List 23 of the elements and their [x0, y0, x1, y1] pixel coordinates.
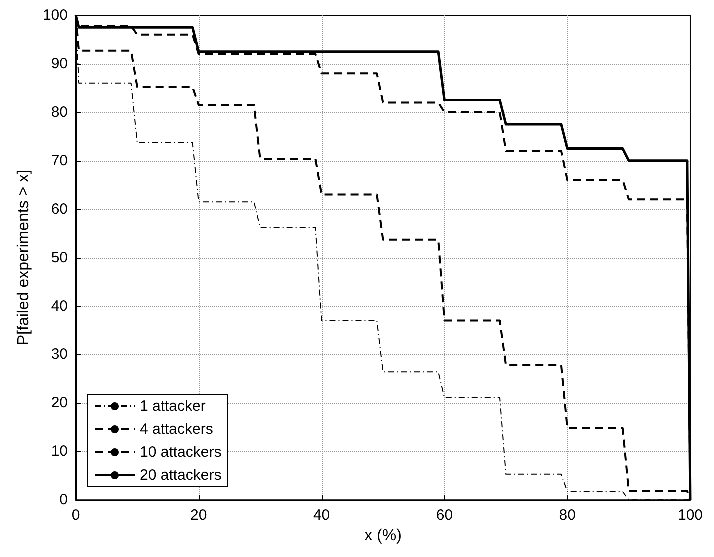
x-tick-label: 100 — [678, 507, 703, 524]
y-tick-label: 60 — [51, 200, 68, 218]
x-tick-label: 60 — [436, 507, 454, 524]
y-tick-label: 0 — [60, 492, 68, 509]
legend-label: 20 attackers — [140, 467, 222, 484]
x-tick-label: 0 — [72, 507, 80, 524]
y-tick-label: 80 — [51, 104, 68, 121]
y-axis-title: P[failed experiments > x] — [16, 170, 33, 346]
x-tick-label: 80 — [559, 507, 576, 524]
y-tick-label: 50 — [51, 249, 68, 266]
y-tick-label: 90 — [51, 55, 68, 72]
x-tick-label: 20 — [190, 507, 208, 524]
x-axis-title: x (%) — [364, 528, 402, 544]
x-tick-label: 40 — [313, 507, 330, 524]
legend-label: 10 attackers — [140, 444, 222, 461]
y-tick-label: 10 — [51, 443, 68, 460]
y-tick-label: 100 — [42, 7, 68, 24]
legend-label: 1 attacker — [140, 398, 206, 415]
y-tick-label: 70 — [51, 152, 68, 170]
y-tick-label: 30 — [51, 346, 68, 364]
y-tick-label: 40 — [51, 298, 68, 315]
y-tick-label: 20 — [51, 394, 68, 412]
legend-label: 4 attackers — [140, 421, 214, 438]
